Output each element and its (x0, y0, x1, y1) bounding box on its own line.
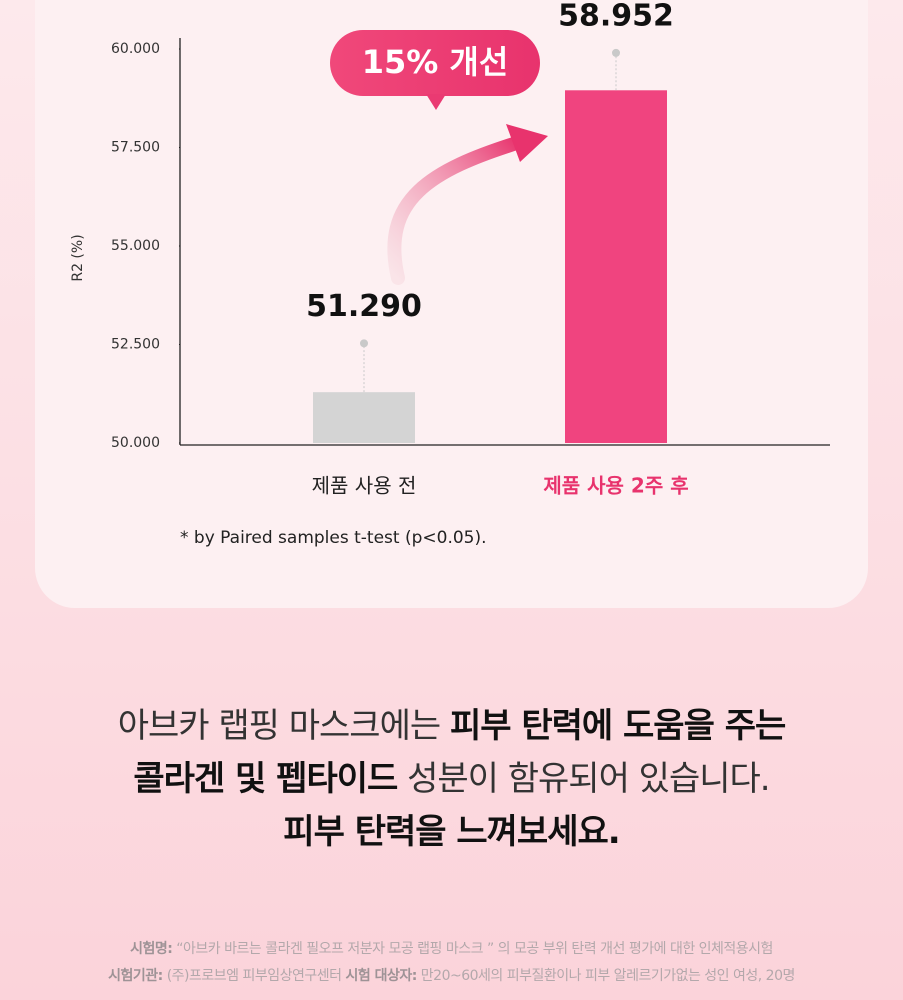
description: 아브카 랩핑 마스크에는 피부 탄력에 도움을 주는 콜라겐 및 펩타이드 성분이… (0, 700, 903, 859)
y-tick-label: 52.500 (111, 337, 160, 353)
error-cap (612, 48, 620, 57)
text-line: 콜라겐 및 펩타이드 성분이 함유되어 있습니다. (0, 753, 903, 806)
value-label: 51.290 (306, 289, 422, 324)
callout-bubble (330, 30, 540, 96)
text: 만20~60세의 피부질환이나 피부 알레르기가없는 성인 여성, 20명 (416, 968, 796, 984)
error-cap (360, 339, 368, 348)
arrow (387, 135, 527, 285)
callout-pointer (426, 94, 446, 110)
text-line: 아브카 랩핑 마스크에는 피부 탄력에 도움을 주는 (0, 700, 903, 753)
annotation: 15% 개선 (362, 43, 509, 81)
bar (313, 392, 415, 443)
x-tick-label: 제품 사용 2주 후 (543, 474, 688, 498)
text-line: 시험기관: (주)프로브엠 피부임상연구센터 시험 대상자: 만20~60세의 … (0, 963, 903, 990)
value-label: 58.952 (558, 0, 674, 33)
bold-text: 시험 대상자: (345, 968, 417, 984)
bold-text: 피부 탄력을 느껴보세요. (283, 812, 620, 852)
text: “아브카 바르는 콜라겐 필오프 저분자 모공 랩핑 마스크 ” 의 모공 부위… (172, 941, 773, 957)
footnote: * by Paired samples t-test (p<0.05). (180, 528, 487, 548)
chart: 15% 개선 R2 (%) * by Paired samples t-test… (70, 0, 830, 548)
bold-text: 시험명: (130, 941, 173, 957)
bold-text: 콜라겐 및 펩타이드 (133, 759, 398, 799)
y-tick-label: 57.500 (111, 140, 160, 156)
arrow-head (506, 124, 548, 162)
text: 성분이 함유되어 있습니다. (397, 759, 771, 799)
x-tick-label: 제품 사용 전 (312, 474, 417, 498)
y-axis-label: R2 (%) (70, 234, 86, 281)
text: (주)프로브엠 피부임상연구센터 (162, 968, 346, 984)
text: 아브카 랩핑 마스크에는 (117, 706, 450, 746)
chart-card (35, 0, 868, 608)
text-line: 시험명: “아브카 바르는 콜라겐 필오프 저분자 모공 랩핑 마스크 ” 의 … (0, 936, 903, 963)
y-tick-label: 55.000 (111, 238, 160, 254)
bar (565, 90, 667, 443)
y-tick-label: 60.000 (111, 41, 160, 57)
footer: 시험명: “아브카 바르는 콜라겐 필오프 저분자 모공 랩핑 마스크 ” 의 … (0, 936, 903, 990)
y-tick-label: 50.000 (111, 435, 160, 451)
bold-text: 시험기관: (108, 968, 163, 984)
bold-text: 피부 탄력에 도움을 주는 (449, 706, 786, 746)
text-line: 피부 탄력을 느껴보세요. (0, 806, 903, 859)
